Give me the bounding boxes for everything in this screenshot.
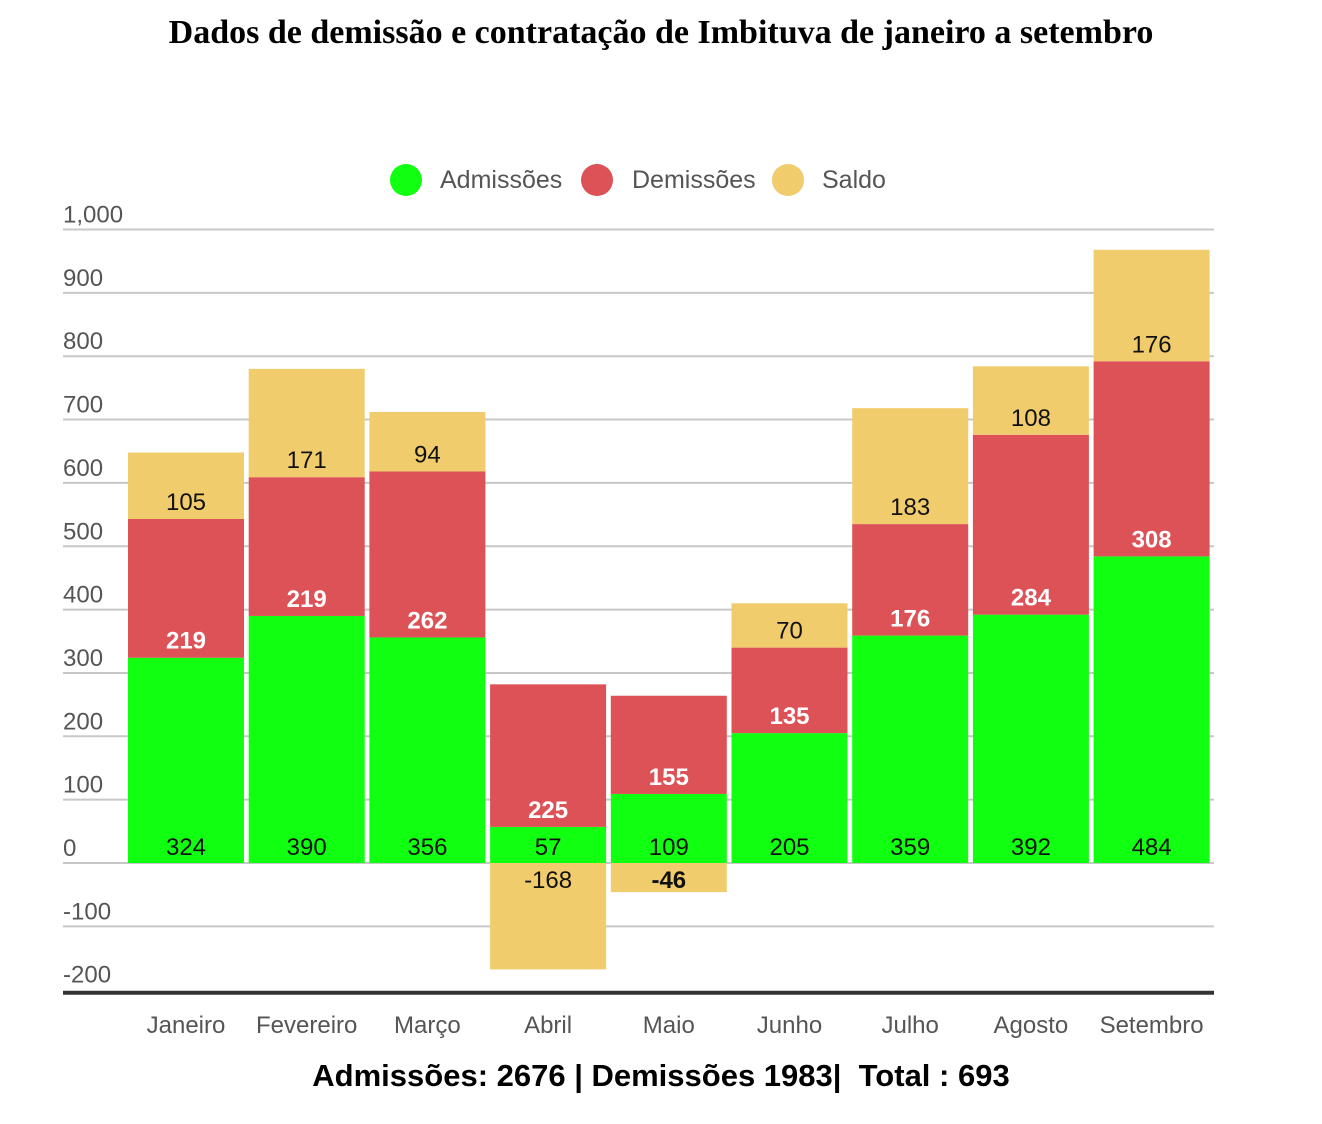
value-label-demissoes: 225 bbox=[528, 797, 568, 824]
bar-demissoes bbox=[248, 477, 365, 616]
value-label-admissoes: 109 bbox=[649, 834, 689, 861]
y-tick-label: -100 bbox=[63, 898, 111, 925]
value-label-saldo: 70 bbox=[776, 618, 803, 645]
bars bbox=[128, 249, 1210, 970]
y-tick-label: 500 bbox=[63, 518, 103, 545]
bar-saldo bbox=[731, 603, 848, 648]
bar-admissoes bbox=[972, 614, 1089, 863]
value-label-saldo: -168 bbox=[524, 867, 572, 894]
x-tick-label: Junho bbox=[757, 1012, 822, 1039]
bar-demissoes bbox=[1093, 361, 1210, 557]
chart-title: Dados de demissão e contratação de Imbit… bbox=[168, 14, 1154, 51]
y-tick-label: 800 bbox=[63, 328, 103, 355]
value-label-admissoes: 392 bbox=[1011, 834, 1051, 861]
bar-demissoes bbox=[972, 434, 1089, 615]
bar-saldo bbox=[369, 411, 486, 472]
bar-saldo bbox=[852, 408, 969, 525]
value-label-saldo: 183 bbox=[890, 494, 930, 521]
value-label-admissoes: 484 bbox=[1132, 834, 1172, 861]
value-label-demissoes: 219 bbox=[166, 628, 206, 655]
legend: Admissões Demissões Saldo bbox=[390, 164, 886, 196]
y-tick-label: 900 bbox=[63, 265, 103, 292]
bar-admissoes bbox=[610, 793, 727, 863]
y-tick-label: 300 bbox=[63, 645, 103, 672]
summary-totals: Admissões: 2676 | Demissões 1983| Total … bbox=[312, 1058, 1010, 1093]
x-tick-label: Março bbox=[394, 1012, 461, 1039]
x-tick-label: Fevereiro bbox=[256, 1012, 357, 1039]
value-label-admissoes: 205 bbox=[769, 834, 809, 861]
bar-saldo bbox=[128, 452, 244, 520]
value-label-saldo: -46 bbox=[651, 867, 686, 894]
x-tick-label: Agosto bbox=[994, 1012, 1069, 1039]
value-label-demissoes: 135 bbox=[769, 703, 809, 730]
y-tick-label: 1,000 bbox=[63, 202, 123, 229]
bar-saldo bbox=[972, 366, 1089, 435]
x-tick-label: Janeiro bbox=[147, 1012, 226, 1039]
bar-demissoes bbox=[128, 519, 244, 658]
value-label-saldo: 176 bbox=[1132, 331, 1172, 358]
value-label-admissoes: 390 bbox=[287, 834, 327, 861]
bar-admissoes bbox=[490, 826, 607, 863]
value-label-demissoes: 219 bbox=[287, 586, 327, 613]
x-tick-label: Setembro bbox=[1100, 1012, 1204, 1039]
x-tick-label: Abril bbox=[524, 1012, 572, 1039]
bar-saldo bbox=[1093, 249, 1210, 362]
bar-admissoes bbox=[369, 637, 486, 863]
value-label-demissoes: 308 bbox=[1132, 526, 1172, 553]
bar-admissoes bbox=[128, 657, 244, 863]
x-tick-label: Maio bbox=[643, 1012, 695, 1039]
bar-demissoes bbox=[852, 524, 969, 636]
bar-saldo bbox=[490, 863, 607, 970]
y-tick-label: 400 bbox=[63, 582, 103, 609]
value-label-saldo: 105 bbox=[166, 489, 206, 516]
value-label-demissoes: 155 bbox=[649, 764, 689, 791]
y-tick-label: 100 bbox=[63, 772, 103, 799]
bar-saldo bbox=[248, 368, 365, 478]
y-tick-label: 200 bbox=[63, 708, 103, 735]
value-label-admissoes: 359 bbox=[890, 834, 930, 861]
value-label-admissoes: 57 bbox=[535, 834, 562, 861]
y-tick-label: 600 bbox=[63, 455, 103, 482]
value-label-admissoes: 324 bbox=[166, 834, 206, 861]
bar-demissoes bbox=[490, 684, 607, 827]
value-labels: 324 219 105 390 219 171 356 262 94 57 225 -168 109 15… bbox=[166, 331, 1172, 894]
value-label-demissoes: 284 bbox=[1011, 585, 1052, 612]
bar-admissoes bbox=[248, 615, 365, 863]
y-tick-label: 0 bbox=[63, 835, 76, 862]
value-label-demissoes: 262 bbox=[407, 607, 447, 634]
bar-admissoes bbox=[1093, 556, 1210, 863]
bar-demissoes bbox=[610, 695, 727, 794]
bar-admissoes bbox=[852, 635, 969, 863]
x-tick-label: Julho bbox=[882, 1012, 939, 1039]
bar-saldo bbox=[610, 863, 727, 893]
y-tick-label: -200 bbox=[63, 962, 111, 989]
value-label-saldo: 94 bbox=[414, 441, 441, 468]
legend-label: Saldo bbox=[822, 166, 886, 194]
y-tick-label: 700 bbox=[63, 392, 103, 419]
bar-demissoes bbox=[731, 647, 848, 734]
bar-demissoes bbox=[369, 471, 486, 638]
legend-marker bbox=[390, 164, 422, 196]
legend-marker bbox=[581, 164, 613, 196]
value-label-saldo: 171 bbox=[287, 447, 327, 474]
bar-admissoes bbox=[731, 733, 848, 863]
legend-label: Admissões bbox=[440, 166, 562, 194]
value-label-demissoes: 176 bbox=[890, 606, 930, 633]
axes: 1,000 900 800 700 600 500 400 300 200 100 0 -100 -20… bbox=[63, 202, 1214, 1039]
legend-marker bbox=[772, 164, 804, 196]
value-label-admissoes: 356 bbox=[407, 834, 447, 861]
value-label-saldo: 108 bbox=[1011, 405, 1051, 432]
legend-label: Demissões bbox=[632, 166, 756, 194]
